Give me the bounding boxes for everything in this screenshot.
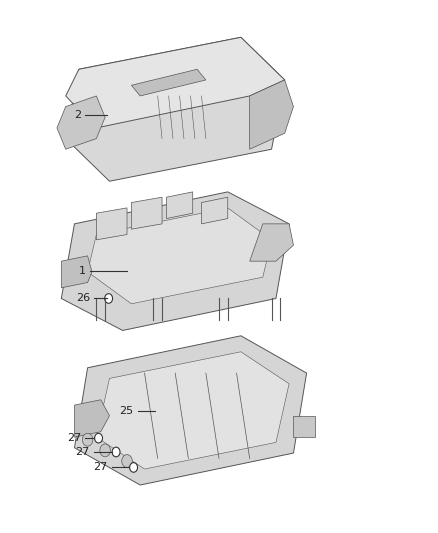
Polygon shape xyxy=(88,208,272,304)
Circle shape xyxy=(95,433,102,443)
Polygon shape xyxy=(131,197,162,229)
Polygon shape xyxy=(166,192,193,219)
Circle shape xyxy=(82,433,93,446)
Text: 27: 27 xyxy=(75,447,90,457)
Polygon shape xyxy=(66,37,285,181)
Polygon shape xyxy=(96,208,127,240)
Polygon shape xyxy=(131,69,206,96)
Circle shape xyxy=(122,455,132,467)
Polygon shape xyxy=(66,37,285,128)
Text: 27: 27 xyxy=(67,433,81,443)
Circle shape xyxy=(100,444,110,457)
Circle shape xyxy=(130,463,138,472)
Polygon shape xyxy=(74,336,307,485)
Text: 25: 25 xyxy=(120,407,134,416)
Polygon shape xyxy=(74,400,110,437)
Polygon shape xyxy=(250,224,293,261)
Polygon shape xyxy=(201,197,228,224)
Polygon shape xyxy=(250,80,293,149)
Circle shape xyxy=(112,447,120,457)
Circle shape xyxy=(105,294,113,303)
Text: 27: 27 xyxy=(93,463,107,472)
Polygon shape xyxy=(293,416,315,437)
Polygon shape xyxy=(57,96,105,149)
Text: 2: 2 xyxy=(74,110,81,119)
Polygon shape xyxy=(61,192,289,330)
Polygon shape xyxy=(96,352,289,469)
Text: 26: 26 xyxy=(76,294,90,303)
Polygon shape xyxy=(61,256,92,288)
Text: 1: 1 xyxy=(78,266,85,276)
